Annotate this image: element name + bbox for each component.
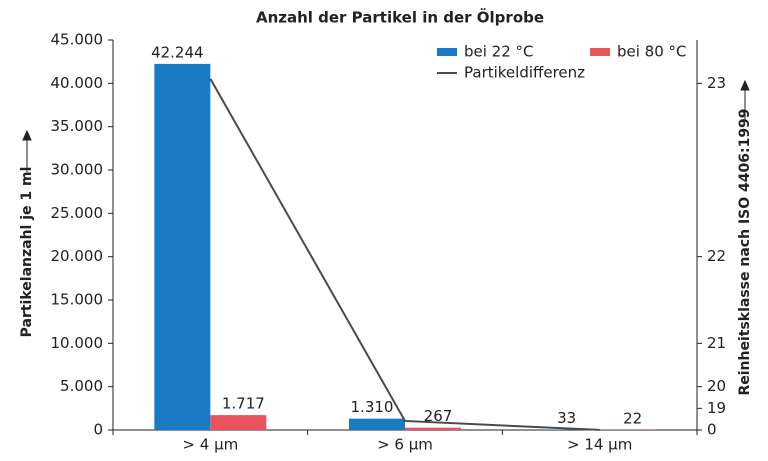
y-tick-label: 40.000 [51,74,104,92]
value-label: 22 [623,409,642,427]
y2-tick-label: 0 [707,421,717,439]
y-tick-label: 20.000 [51,247,104,265]
y2-axis-label: Reinheitsklasse nach ISO 4406:1999 [737,108,753,395]
y-tick-label: 5.000 [60,377,103,395]
legend-label: bei 22 °C [464,43,534,61]
y2-tick-label: 19 [707,399,726,417]
bar [154,63,211,430]
legend-label: Partikeldifferenz [464,64,585,82]
legend-label: bei 80 °C [617,43,687,61]
line [209,78,600,431]
value-label: 1.310 [351,398,394,416]
y2-tick-label: 20 [707,377,726,395]
y-axis-label: Partikelanzahl je 1 ml [19,167,35,338]
value-label: 267 [424,407,453,425]
value-label: 33 [557,409,576,427]
y-tick-label: 15.000 [51,291,104,309]
y2-tick-label: 22 [707,247,726,265]
y2-tick-label: 23 [707,74,726,92]
bar [349,418,405,430]
y-tick-label: 45.000 [51,31,104,49]
y-tick-label: 35.000 [51,117,104,135]
x-tick-label: > 14 µm [567,436,632,454]
y-tick-label: 25.000 [51,204,104,222]
value-label: 42.244 [151,43,204,61]
x-tick-label: > 4 µm [182,436,238,454]
legend-swatch [437,48,457,56]
y-tick-label: 10.000 [51,334,104,352]
arrow-head [22,129,32,141]
bar [210,415,267,430]
legend-swatch [590,48,610,56]
axis-arrows [22,79,750,172]
chart-title: Anzahl der Partikel in der Ölprobe [256,8,544,27]
y-tick-label: 30.000 [51,161,104,179]
y-tick-label: 0 [93,421,103,439]
bar [405,427,461,430]
y2-tick-label: 21 [707,334,726,352]
x-tick-label: > 6 µm [377,436,433,454]
value-label: 1.717 [222,395,265,413]
arrow-head [740,79,750,91]
